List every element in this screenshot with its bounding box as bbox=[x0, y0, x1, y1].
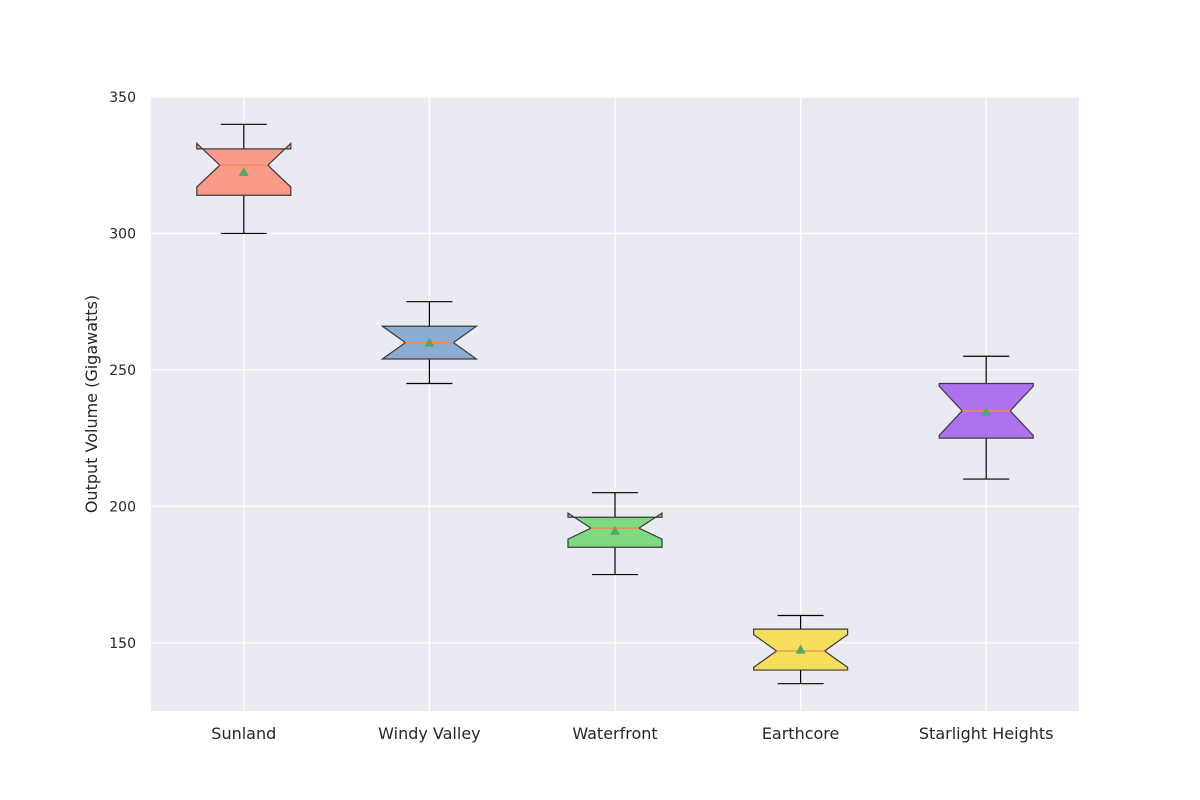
box-windy-valley bbox=[380, 301, 479, 385]
y-axis-ticks: 150 200 250 300 350 bbox=[109, 90, 136, 652]
box-series bbox=[196, 123, 1034, 685]
mean-marker bbox=[795, 644, 806, 654]
box-waterfront bbox=[567, 492, 663, 576]
mean-marker bbox=[424, 337, 435, 347]
mean-marker bbox=[610, 525, 620, 535]
y-tick-label: 300 bbox=[109, 226, 136, 242]
x-axis-ticks: Sunland Windy Valley Waterfront Earthcore St… bbox=[211, 724, 1053, 743]
box-earthcore bbox=[752, 614, 849, 685]
mean-marker bbox=[981, 407, 992, 417]
box-starlight-heights bbox=[938, 355, 1034, 480]
x-tick-label: Sunland bbox=[211, 724, 276, 743]
y-tick-label: 150 bbox=[109, 636, 136, 652]
y-axis-title: Output Volume (Gigawatts) bbox=[82, 295, 101, 513]
x-tick-label: Windy Valley bbox=[378, 724, 480, 743]
x-tick-label: Earthcore bbox=[762, 724, 840, 743]
y-tick-label: 200 bbox=[109, 499, 136, 515]
x-tick-label: Starlight Heights bbox=[919, 724, 1054, 743]
y-tick-label: 250 bbox=[109, 363, 136, 379]
mean-marker bbox=[238, 167, 249, 177]
x-tick-label: Waterfront bbox=[572, 724, 657, 743]
box-sunland bbox=[196, 123, 292, 235]
y-tick-label: 350 bbox=[109, 90, 136, 106]
